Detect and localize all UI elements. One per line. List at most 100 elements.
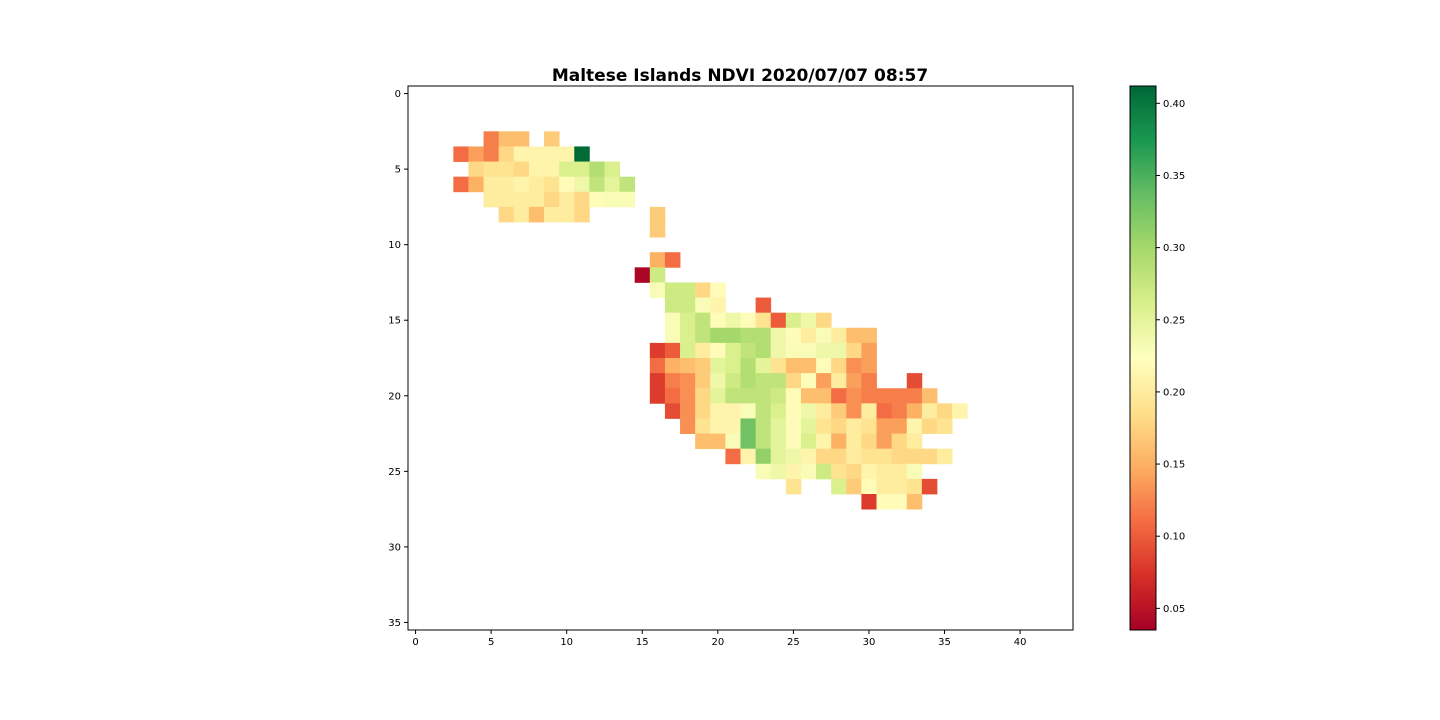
heatmap-cell <box>936 418 953 434</box>
heatmap-cell <box>906 463 923 480</box>
heatmap-cell <box>891 448 908 465</box>
heatmap-cell <box>710 282 726 298</box>
heatmap-cell <box>544 191 560 208</box>
heatmap-cell <box>800 388 817 404</box>
heatmap-cell <box>936 403 953 419</box>
heatmap-cell <box>785 327 802 344</box>
heatmap-cell <box>831 448 847 465</box>
heatmap-cell <box>755 312 772 329</box>
heatmap-cell <box>664 403 681 419</box>
heatmap-cell <box>785 388 802 404</box>
heatmap-cell <box>740 403 757 419</box>
heatmap-cell <box>574 161 590 178</box>
y-tick-label: 10 <box>388 240 401 251</box>
heatmap-cell <box>906 433 923 450</box>
colorbar-tick-label: 0.10 <box>1163 532 1185 543</box>
heatmap-cell <box>906 403 923 419</box>
heatmap-cell <box>831 327 847 344</box>
x-tick-label: 25 <box>787 637 800 648</box>
heatmap-cell <box>876 403 893 419</box>
heatmap-cell <box>498 161 515 178</box>
heatmap-cell <box>664 358 681 374</box>
heatmap-cell <box>921 448 938 465</box>
heatmap-cell <box>831 463 847 480</box>
heatmap-cell <box>921 388 938 404</box>
heatmap-cell <box>861 373 877 389</box>
heatmap-cell <box>649 358 666 374</box>
heatmap-cell <box>695 342 711 359</box>
heatmap-cell <box>891 388 908 404</box>
heatmap-cell <box>740 327 757 344</box>
heatmap-cell <box>619 191 636 208</box>
heatmap-cell <box>710 403 726 419</box>
heatmap-cell <box>770 342 787 359</box>
heatmap-cell <box>498 206 515 223</box>
y-tick-label: 20 <box>388 391 401 402</box>
heatmap-cell <box>755 433 772 450</box>
heatmap-cell <box>740 312 757 329</box>
heatmap-cell <box>755 358 772 374</box>
heatmap-cell <box>816 418 832 434</box>
heatmap-cell <box>755 403 772 419</box>
heatmap-cell <box>800 342 817 359</box>
heatmap-cell <box>649 267 666 283</box>
heatmap-cell <box>468 161 484 178</box>
heatmap-cell <box>483 161 500 178</box>
heatmap-cell <box>710 373 726 389</box>
heatmap-cell <box>695 433 711 450</box>
heatmap-cell <box>800 358 817 374</box>
heatmap-cell <box>544 146 560 162</box>
heatmap-cell <box>861 403 877 419</box>
heatmap-cell <box>846 373 862 389</box>
heatmap-cell <box>831 433 847 450</box>
heatmap-cell <box>680 312 696 329</box>
heatmap-cell <box>770 327 787 344</box>
heatmap-cell <box>831 358 847 374</box>
heatmap-cell <box>680 358 696 374</box>
heatmap-cell <box>861 342 877 359</box>
heatmap-cell <box>649 222 666 238</box>
heatmap-cell <box>876 494 893 510</box>
heatmap-cell <box>906 388 923 404</box>
heatmap-cell <box>861 463 877 480</box>
heatmap-cell <box>906 478 923 495</box>
heatmap-cell <box>528 191 545 208</box>
heatmap-cell <box>891 494 908 510</box>
plot-frame <box>407 85 1074 631</box>
heatmap-cell <box>936 448 953 465</box>
heatmap-cell <box>649 388 666 404</box>
heatmap-cell <box>664 312 681 329</box>
heatmap-cell <box>634 267 651 283</box>
heatmap-cell <box>785 433 802 450</box>
y-tick-label: 35 <box>388 618 401 629</box>
heatmap-cell <box>846 418 862 434</box>
heatmap-cell <box>816 373 832 389</box>
heatmap-cell <box>740 342 757 359</box>
heatmap-cell <box>906 418 923 434</box>
heatmap-cell <box>468 176 484 193</box>
colorbar-tick-label: 0.30 <box>1163 243 1185 254</box>
heatmap-cell <box>755 297 772 314</box>
heatmap-cell <box>755 418 772 434</box>
heatmap-cell <box>725 342 741 359</box>
heatmap-cell <box>695 297 711 314</box>
heatmap-cell <box>891 418 908 434</box>
heatmap-cell <box>559 176 575 193</box>
heatmap-cell <box>846 433 862 450</box>
heatmap-cell <box>725 358 741 374</box>
heatmap-cell <box>816 448 832 465</box>
heatmap-cell <box>846 342 862 359</box>
x-tick-label: 0 <box>412 637 418 648</box>
heatmap-cell <box>680 373 696 389</box>
heatmap-cell <box>876 433 893 450</box>
heatmap-cell <box>921 403 938 419</box>
heatmap-cell <box>861 388 877 404</box>
heatmap-cell <box>740 358 757 374</box>
heatmap-cell <box>876 463 893 480</box>
heatmap-cell <box>649 373 666 389</box>
heatmap-cell <box>906 494 923 510</box>
heatmap-cell <box>816 327 832 344</box>
colorbar-tick-label: 0.15 <box>1163 460 1185 471</box>
heatmap-cell <box>861 448 877 465</box>
x-tick-label: 10 <box>560 637 573 648</box>
